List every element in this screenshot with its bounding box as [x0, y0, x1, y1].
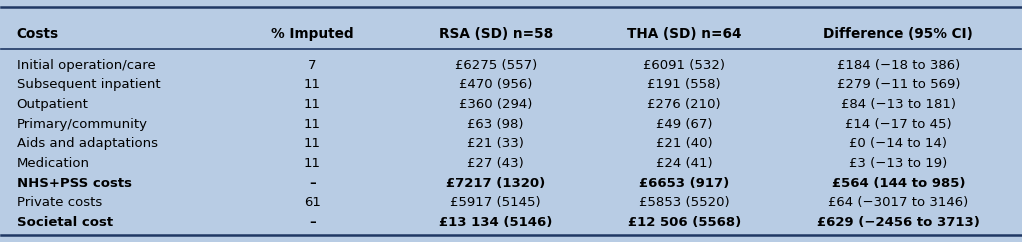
Text: £27 (43): £27 (43): [467, 157, 524, 170]
Text: Primary/community: Primary/community: [16, 118, 147, 130]
Text: THA (SD) n=64: THA (SD) n=64: [628, 27, 742, 40]
Text: 11: 11: [304, 157, 321, 170]
Text: 7: 7: [308, 59, 317, 72]
Text: £13 134 (5146): £13 134 (5146): [439, 216, 553, 229]
Text: £21 (40): £21 (40): [656, 137, 712, 150]
Text: £5917 (5145): £5917 (5145): [451, 196, 541, 209]
Text: 11: 11: [304, 78, 321, 91]
Text: % Imputed: % Imputed: [271, 27, 354, 40]
Text: Societal cost: Societal cost: [16, 216, 112, 229]
Text: 61: 61: [304, 196, 321, 209]
Text: Aids and adaptations: Aids and adaptations: [16, 137, 157, 150]
Text: £7217 (1320): £7217 (1320): [446, 177, 546, 189]
Text: £279 (−11 to 569): £279 (−11 to 569): [837, 78, 960, 91]
Text: £6275 (557): £6275 (557): [455, 59, 537, 72]
Text: Costs: Costs: [16, 27, 59, 40]
Text: Difference (95% CI): Difference (95% CI): [824, 27, 973, 40]
Text: £3 (−13 to 19): £3 (−13 to 19): [849, 157, 947, 170]
Text: RSA (SD) n=58: RSA (SD) n=58: [438, 27, 553, 40]
Text: Initial operation/care: Initial operation/care: [16, 59, 155, 72]
Text: £6091 (532): £6091 (532): [643, 59, 726, 72]
Text: £0 (−14 to 14): £0 (−14 to 14): [849, 137, 947, 150]
Text: £84 (−13 to 181): £84 (−13 to 181): [841, 98, 956, 111]
Text: 11: 11: [304, 98, 321, 111]
Text: Subsequent inpatient: Subsequent inpatient: [16, 78, 160, 91]
Text: –: –: [309, 216, 316, 229]
Text: NHS+PSS costs: NHS+PSS costs: [16, 177, 132, 189]
Text: Medication: Medication: [16, 157, 90, 170]
Text: 11: 11: [304, 137, 321, 150]
Text: –: –: [309, 177, 316, 189]
Text: £6653 (917): £6653 (917): [639, 177, 730, 189]
Text: £24 (41): £24 (41): [656, 157, 712, 170]
Text: £470 (956): £470 (956): [459, 78, 532, 91]
Text: Outpatient: Outpatient: [16, 98, 89, 111]
Text: Private costs: Private costs: [16, 196, 102, 209]
Text: £564 (144 to 985): £564 (144 to 985): [832, 177, 965, 189]
Text: £14 (−17 to 45): £14 (−17 to 45): [845, 118, 951, 130]
Text: £5853 (5520): £5853 (5520): [639, 196, 730, 209]
Text: 11: 11: [304, 118, 321, 130]
Text: £12 506 (5568): £12 506 (5568): [628, 216, 741, 229]
Text: £63 (98): £63 (98): [467, 118, 524, 130]
Text: £191 (558): £191 (558): [648, 78, 722, 91]
Text: £49 (67): £49 (67): [656, 118, 712, 130]
Text: £360 (294): £360 (294): [459, 98, 532, 111]
Text: £64 (−3017 to 3146): £64 (−3017 to 3146): [828, 196, 969, 209]
Text: £629 (−2456 to 3713): £629 (−2456 to 3713): [817, 216, 980, 229]
Text: £21 (33): £21 (33): [467, 137, 524, 150]
Text: £184 (−18 to 386): £184 (−18 to 386): [837, 59, 960, 72]
Text: £276 (210): £276 (210): [648, 98, 722, 111]
